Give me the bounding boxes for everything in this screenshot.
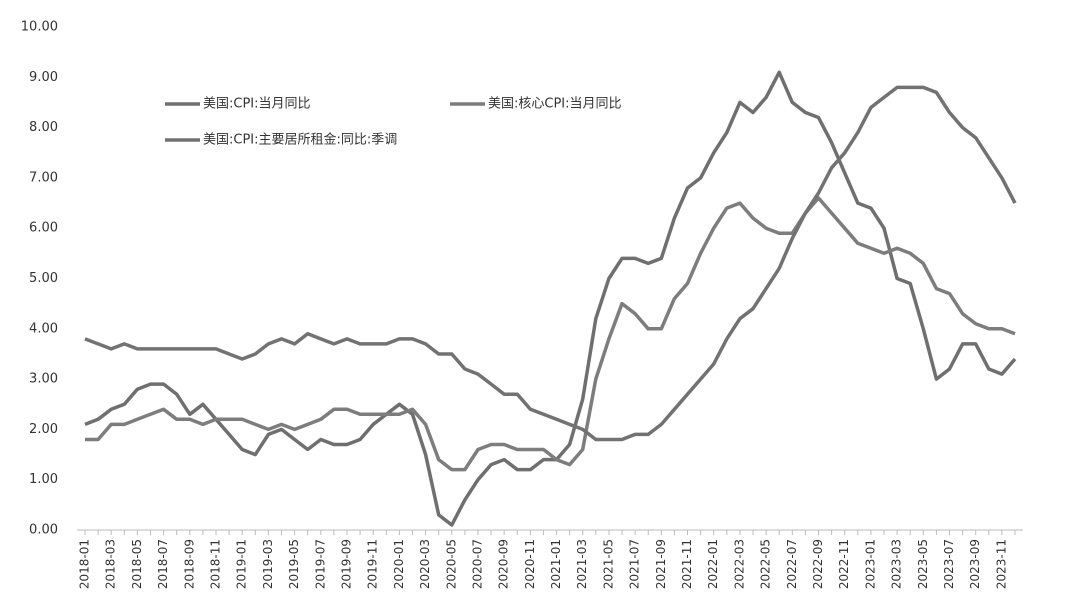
y-tick-label: 1.00 [29,472,58,487]
x-tick-label: 2019-05 [287,539,301,589]
x-tick-label: 2023-01 [863,539,877,589]
x-tick-label: 2022-09 [811,539,825,589]
x-tick-label: 2019-03 [261,539,275,589]
y-tick-label: 10.00 [21,20,58,35]
y-tick-label: 9.00 [29,70,58,85]
x-tick-label: 2023-07 [942,539,956,589]
x-tick-label: 2020-03 [418,539,432,589]
x-tick-label: 2021-05 [601,539,615,589]
x-tick-label: 2023-03 [890,539,904,589]
x-tick-label: 2019-01 [235,539,249,589]
x-tick-label: 2019-07 [313,539,327,589]
x-tick-label: 2023-09 [968,539,982,589]
x-tick-label: 2023-11 [994,539,1008,589]
y-tick-label: 5.00 [29,271,58,286]
y-tick-label: 4.00 [29,321,58,336]
x-tick-label: 2021-09 [654,539,668,589]
y-tick-label: 2.00 [29,422,58,437]
x-tick-label: 2020-09 [497,539,511,589]
y-tick-label: 3.00 [29,372,58,387]
x-tick-label: 2020-05 [444,539,458,589]
y-tick-label: 6.00 [29,221,58,236]
series-line [85,196,1016,472]
series-line [84,70,1017,527]
legend-label: 美国:CPI:当月同比 [203,97,311,112]
x-tick-label: 2018-03 [104,539,118,589]
x-tick-label: 2021-03 [575,539,589,589]
x-tick-label: 2022-03 [732,539,746,589]
legend-label: 美国:核心CPI:当月同比 [488,97,622,112]
x-tick-label: 2022-07 [785,539,799,589]
y-tick-label: 0.00 [29,523,58,538]
x-tick-label: 2022-01 [706,539,720,589]
x-tick-label: 2021-01 [549,539,563,589]
x-tick-label: 2018-05 [130,539,144,589]
x-tick-label: 2018-07 [156,539,170,589]
x-tick-label: 2018-09 [182,539,196,589]
y-tick-label: 8.00 [29,120,58,135]
series-line [84,85,1017,442]
x-tick-label: 2019-09 [339,539,353,589]
y-tick-label: 7.00 [29,170,58,185]
x-tick-label: 2023-05 [916,539,930,589]
x-tick-label: 2018-01 [78,539,92,589]
x-tick-label: 2020-07 [470,539,484,589]
x-tick-label: 2019-11 [366,539,380,589]
x-tick-label: 2022-05 [759,539,773,589]
legend-label: 美国:CPI:主要居所租金:同比:季调 [203,132,397,148]
x-tick-label: 2021-07 [628,539,642,589]
x-tick-label: 2018-11 [208,539,222,589]
x-tick-label: 2021-11 [680,539,694,589]
x-tick-label: 2020-01 [392,539,406,589]
x-tick-label: 2022-11 [837,539,851,589]
x-tick-label: 2020-11 [523,539,537,589]
